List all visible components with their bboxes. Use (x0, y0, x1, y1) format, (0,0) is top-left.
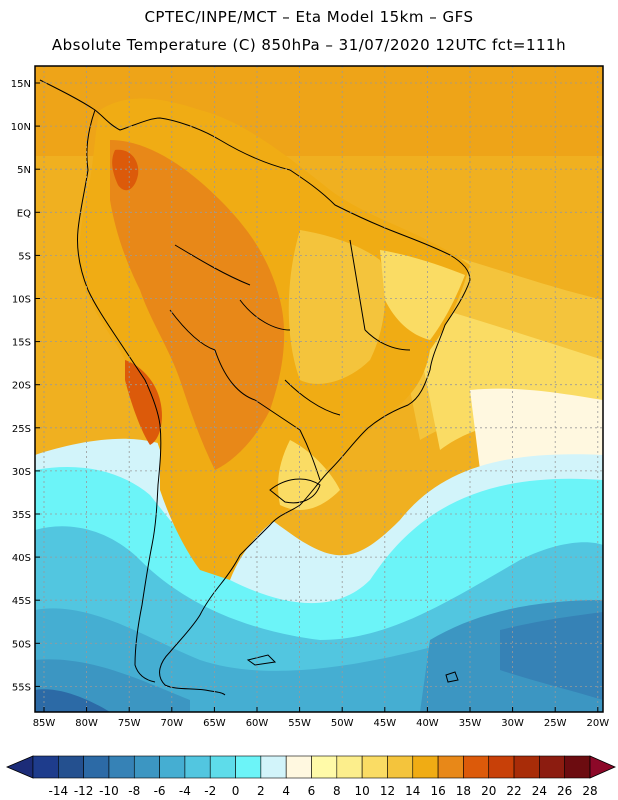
colorbar-swatch (387, 755, 414, 779)
colorbar-label: -14 (49, 784, 69, 798)
lat-label: 20S (12, 381, 31, 392)
lat-label: 55S (12, 682, 31, 693)
lon-label: 75W (118, 718, 141, 729)
lat-label: 15N (11, 79, 31, 90)
colorbar-label: -2 (204, 784, 216, 798)
lat-label: 5N (17, 165, 31, 176)
lon-label: 80W (75, 718, 98, 729)
colorbar-swatch (336, 755, 363, 779)
colorbar-label: 16 (430, 784, 445, 798)
lat-label: 50S (12, 639, 31, 650)
colorbar-label: 12 (380, 784, 395, 798)
colorbar-label: 18 (456, 784, 471, 798)
colorbar: -14 -12 -10 -8 -6 -4 -2 0 2 4 6 8 10 12 14 16 18 20 22 24 26… (5, 755, 616, 798)
colorbar-swatch (209, 755, 236, 779)
colorbar-under-arrow (5, 755, 34, 779)
colorbar-label: -12 (74, 784, 94, 798)
latitude-labels: 15N 10N 5N EQ 5S 10S 15S 20S 25S 30S 35S 40S 45S 50S 5… (11, 79, 40, 693)
lon-label: 70W (160, 718, 183, 729)
colorbar-swatch (437, 755, 464, 779)
lat-label: 25S (12, 424, 31, 435)
lon-label: 65W (203, 718, 226, 729)
lon-label: 45W (373, 718, 396, 729)
colorbar-label: 2 (257, 784, 265, 798)
colorbar-over-arrow (589, 755, 616, 779)
lat-label: 45S (12, 596, 31, 607)
colorbar-swatch (564, 755, 591, 779)
colorbar-swatch (260, 755, 287, 779)
lat-label: 35S (12, 510, 31, 521)
colorbar-swatch (412, 755, 439, 779)
lon-label: 30W (501, 718, 524, 729)
longitude-labels: 85W 80W 75W 70W 65W 60W 55W 50W 45W 40W 35W 30W 25W 2… (33, 707, 609, 729)
colorbar-label: 28 (582, 784, 597, 798)
colorbar-label: 4 (282, 784, 290, 798)
colorbar-label: -6 (154, 784, 166, 798)
colorbar-swatch (184, 755, 211, 779)
lat-label: 15S (12, 338, 31, 349)
lon-label: 85W (33, 718, 56, 729)
lat-label: 10N (11, 122, 31, 133)
colorbar-swatch (83, 755, 110, 779)
colorbar-label: 24 (532, 784, 547, 798)
colorbar-label: 22 (506, 784, 521, 798)
lon-label: 60W (246, 718, 269, 729)
colorbar-swatch (285, 755, 312, 779)
map-title-line1: CPTEC/INPE/MCT – Eta Model 15km – GFS (144, 8, 474, 26)
map-frame (34, 65, 604, 713)
colorbar-swatch (133, 755, 160, 779)
colorbar-swatch (159, 755, 186, 779)
colorbar-swatch (513, 755, 540, 779)
colorbar-swatch (488, 755, 515, 779)
lon-label: 25W (544, 718, 567, 729)
lon-label: 55W (288, 718, 311, 729)
lat-label: 30S (12, 467, 31, 478)
colorbar-swatch (58, 755, 84, 779)
colorbar-swatch (361, 755, 388, 779)
colorbar-swatch (235, 755, 262, 779)
lat-label: EQ (17, 208, 31, 219)
lat-label: 40S (12, 553, 31, 564)
colorbar-label: 6 (308, 784, 316, 798)
colorbar-label: 20 (481, 784, 496, 798)
colorbar-swatch (108, 755, 135, 779)
lon-label: 35W (459, 718, 482, 729)
coastlines (39, 79, 471, 696)
colorbar-label: 26 (557, 784, 572, 798)
lat-label: 5S (18, 251, 31, 262)
map-title-line2: Absolute Temperature (C) 850hPa – 31/07/… (51, 36, 567, 54)
colorbar-label: 14 (405, 784, 420, 798)
colorbar-swatch (463, 755, 490, 779)
colorbar-swatch (539, 755, 565, 779)
colorbar-label: -10 (99, 784, 119, 798)
lon-label: 50W (331, 718, 354, 729)
colorbar-swatch (32, 755, 59, 779)
colorbar-label: -4 (179, 784, 191, 798)
lat-label: 10S (12, 295, 31, 306)
colorbar-label: 10 (354, 784, 369, 798)
lon-label: 20W (586, 718, 609, 729)
field-layer (35, 66, 603, 712)
colorbar-label: 8 (333, 784, 341, 798)
colorbar-swatch (311, 755, 338, 779)
colorbar-label: 0 (232, 784, 240, 798)
colorbar-label: -8 (128, 784, 140, 798)
lon-label: 40W (416, 718, 439, 729)
